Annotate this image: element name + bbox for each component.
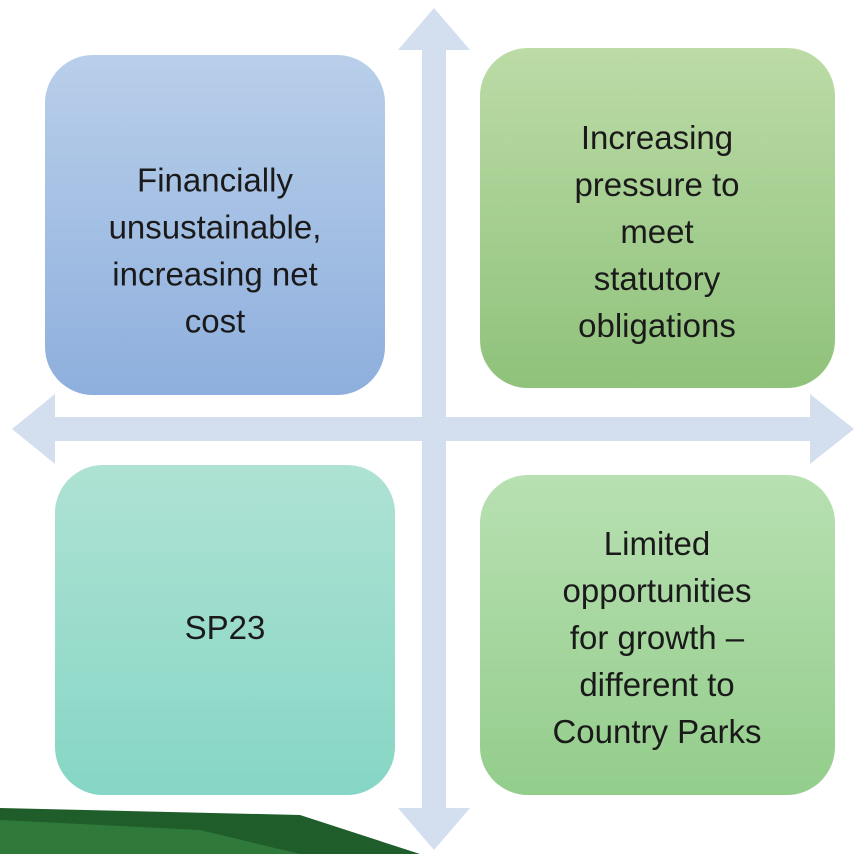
label-line: meet [620, 213, 693, 250]
quadrant-label: Increasing pressure to meet statutory obliga… [574, 119, 739, 344]
quadrant-box [45, 55, 385, 395]
label-line: pressure to [574, 166, 739, 203]
decor-wedge-light [0, 820, 300, 854]
label-line: increasing net [112, 255, 317, 292]
label-line: unsustainable, [109, 208, 322, 245]
quadrant-box [480, 48, 835, 388]
label-line: opportunities [563, 572, 752, 609]
label-line: cost [185, 302, 246, 339]
label-line: Financially [137, 161, 293, 198]
label-line: Limited [604, 525, 710, 562]
label-line: obligations [578, 307, 736, 344]
quadrant-box [55, 465, 395, 795]
quadrant-box [480, 475, 835, 795]
quadrant-label: Financially unsustainable, increasing net c… [109, 161, 322, 339]
label-line: for growth – [570, 619, 745, 656]
horizontal-arrow [12, 394, 854, 464]
label-line: Increasing [581, 119, 733, 156]
label-line: different to [579, 666, 734, 703]
label-line: statutory [594, 260, 721, 297]
label-line: Country Parks [552, 713, 761, 750]
quadrant-label: Limited opportunities for growth – differen… [552, 525, 761, 750]
label-line: SP23 [185, 609, 266, 646]
quadrant-label: SP23 [185, 609, 266, 646]
